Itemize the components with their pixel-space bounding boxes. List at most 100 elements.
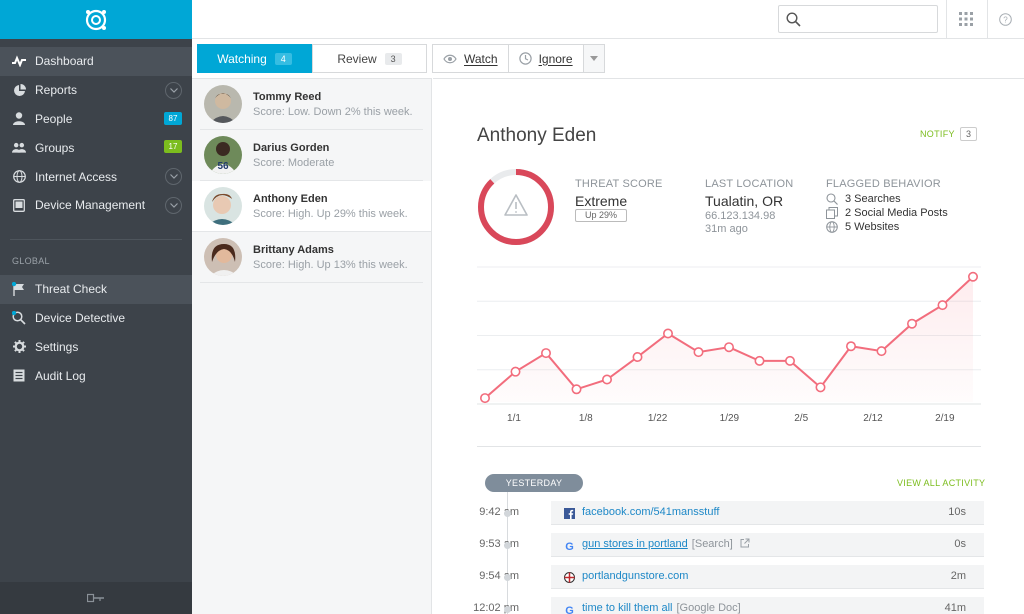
logo-icon	[85, 9, 107, 30]
view-all-activity-link[interactable]: VIEW ALL ACTIVITY	[897, 478, 986, 488]
list-item[interactable]: Anthony Eden Score: High. Up 29% this we…	[192, 181, 431, 232]
activity-card[interactable]: portlandgunstore.com 2m	[551, 565, 984, 589]
tab-count-badge: 3	[384, 52, 402, 65]
sidebar-item-label: Dashboard	[35, 54, 94, 69]
globe-icon	[826, 221, 839, 233]
list-item[interactable]: Brittany Adams Score: High. Up 13% this …	[200, 232, 423, 283]
sidebar-item-people[interactable]: People 87	[0, 105, 192, 134]
list-icon	[12, 369, 26, 383]
list-item[interactable]: Tommy Reed Score: Low. Down 2% this week…	[200, 79, 423, 130]
activity-site: facebook.com/541mansstuff	[582, 506, 720, 518]
groups-count-badge: 17	[164, 140, 182, 154]
flag-icon	[12, 282, 26, 297]
person-detail-name: Anthony Eden	[477, 125, 597, 146]
chart-point	[845, 341, 856, 352]
tab-label: Review	[337, 51, 377, 66]
ignore-button[interactable]: Ignore	[508, 44, 584, 73]
activity-site: gun stores in portland	[582, 538, 688, 550]
person-detail-panel: Anthony Eden NOTIFY 3 THREAT SCORE Extre…	[433, 78, 1024, 614]
activity-link[interactable]: facebook.com/541mansstuff	[582, 506, 719, 518]
flagged-item[interactable]: 3 Searches	[826, 193, 901, 205]
tab-review[interactable]: Review 3	[312, 44, 427, 73]
sidebar-item-settings[interactable]: Settings	[0, 332, 192, 361]
last-location-value: Tualatin, OR	[705, 193, 784, 209]
avatar	[204, 187, 242, 225]
collapse-icon	[87, 593, 104, 603]
chart-point	[815, 382, 826, 393]
search-input[interactable]	[807, 10, 933, 28]
watch-button[interactable]: Watch	[432, 44, 509, 73]
chevron-down-icon[interactable]	[165, 81, 182, 99]
tab-label: Watching	[217, 51, 267, 66]
list-item[interactable]: 56 Darius Gorden Score: Moderate	[200, 130, 423, 181]
sidebar-item-threat-check[interactable]: Threat Check	[0, 274, 192, 304]
avatar	[204, 238, 242, 276]
watch-label: Watch	[464, 51, 498, 66]
person-score: Score: High. Up 29% this week.	[253, 208, 408, 220]
sidebar-item-groups[interactable]: Groups 17	[0, 133, 192, 162]
eye-icon	[443, 54, 457, 64]
sidebar-item-device-management[interactable]: Device Management	[0, 191, 192, 220]
activity-link[interactable]: time to kill them all [Google Doc]	[582, 602, 741, 614]
activity-annotation: [Google Doc]	[676, 602, 741, 614]
more-actions-dropdown[interactable]	[583, 44, 605, 73]
chart-point	[906, 318, 917, 329]
flagged-behavior-label: FLAGGED BEHAVIOR	[826, 178, 941, 190]
tablet-icon	[12, 198, 26, 212]
sidebar-divider	[10, 238, 182, 240]
person-icon	[12, 112, 26, 126]
flagged-item[interactable]: 5 Websites	[826, 221, 899, 233]
x-tick-label: 1/1	[507, 413, 521, 424]
flagged-item[interactable]: 2 Social Media Posts	[826, 207, 948, 219]
magnifier-icon	[12, 310, 26, 325]
posts-icon	[826, 207, 839, 219]
sidebar-item-label: Device Detective	[35, 310, 126, 325]
sidebar-item-audit-log[interactable]: Audit Log	[0, 361, 192, 390]
activity-link[interactable]: gun stores in portland [Search]	[582, 538, 750, 550]
threat-trend-chart: 1/1 1/8 1/22 1/29 2/5 2/12 2/19	[477, 266, 981, 424]
activity-card[interactable]: G time to kill them all [Google Doc] 41m	[551, 597, 984, 614]
chevron-down-icon[interactable]	[165, 168, 182, 186]
people-count-badge: 87	[164, 111, 182, 125]
avatar: 56	[204, 136, 242, 174]
svg-text:G: G	[565, 541, 574, 551]
activity-row: 9:53 am G gun stores in portland [Search]…	[433, 533, 1024, 557]
group-icon	[12, 141, 26, 155]
flagged-item-text: 2 Social Media Posts	[845, 207, 948, 219]
sidebar-item-label: People	[35, 111, 73, 126]
chart-point	[937, 300, 948, 311]
notify-button[interactable]: NOTIFY	[920, 129, 955, 139]
search-box[interactable]	[778, 5, 938, 33]
sidebar-item-label: Groups	[35, 140, 75, 155]
activity-site: portlandgunstore.com	[582, 570, 689, 582]
person-name: Brittany Adams	[253, 244, 334, 256]
threat-score-label: THREAT SCORE	[575, 178, 663, 190]
apps-grid-icon[interactable]	[958, 11, 974, 27]
chart-area	[485, 276, 973, 402]
chart-point	[541, 348, 552, 359]
collapse-sidebar-button[interactable]	[0, 582, 192, 614]
activity-link[interactable]: portlandgunstore.com	[582, 570, 688, 582]
ignore-label: Ignore	[538, 51, 573, 66]
sidebar-item-device-detective[interactable]: Device Detective	[0, 304, 192, 333]
chevron-down-icon[interactable]	[165, 196, 182, 214]
timeline-dot	[504, 510, 511, 517]
sidebar-item-internet-access[interactable]: Internet Access	[0, 162, 192, 191]
help-icon[interactable]: ?	[997, 11, 1013, 27]
app-logo[interactable]	[0, 0, 192, 39]
sidebar-item-reports[interactable]: Reports	[0, 76, 192, 105]
topbar-divider	[987, 0, 988, 39]
x-tick-label: 2/12	[863, 413, 883, 424]
day-label-pill: YESTERDAY	[485, 474, 583, 492]
chart-point	[876, 346, 887, 357]
activity-card[interactable]: G gun stores in portland [Search] 0s	[551, 533, 984, 557]
top-bar: ?	[192, 0, 1024, 39]
person-name: Tommy Reed	[253, 91, 322, 103]
watch-tabs: Watching 4 Review 3	[197, 44, 427, 73]
tab-watching[interactable]: Watching 4	[197, 44, 312, 73]
activity-card[interactable]: facebook.com/541mansstuff 10s	[551, 501, 984, 525]
sidebar-item-dashboard[interactable]: Dashboard	[0, 47, 192, 76]
chart-point	[632, 351, 643, 362]
sidebar-item-label: Threat Check	[35, 282, 108, 297]
chart-point	[510, 366, 521, 377]
